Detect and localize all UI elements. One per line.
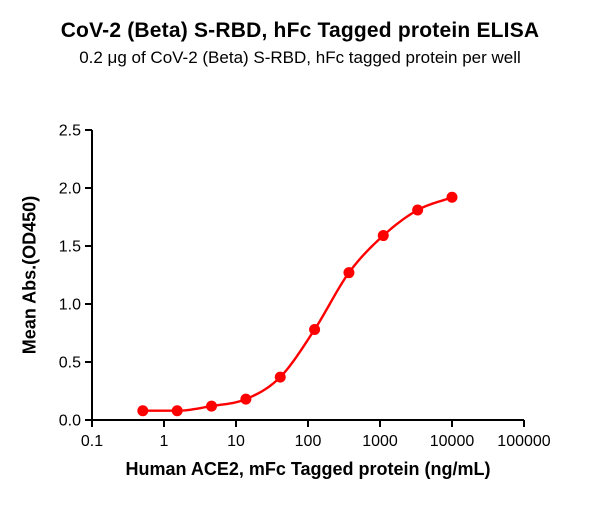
chart-subtitle: 0.2 μg of CoV-2 (Beta) S-RBD, hFc tagged… bbox=[79, 48, 521, 67]
y-tick-label: 1.0 bbox=[59, 297, 81, 314]
x-axis-label: Human ACE2, mFc Tagged protein (ng/mL) bbox=[125, 459, 491, 479]
x-tick-label: 1 bbox=[160, 433, 169, 450]
data-point bbox=[412, 204, 424, 216]
data-point bbox=[206, 400, 218, 412]
y-tick-label: 0.0 bbox=[59, 413, 81, 430]
data-point bbox=[309, 324, 321, 336]
fit-curve bbox=[142, 196, 453, 412]
data-point bbox=[137, 405, 149, 417]
data-point bbox=[343, 267, 355, 279]
chart-title: CoV-2 (Beta) S-RBD, hFc Tagged protein E… bbox=[60, 19, 540, 42]
x-tick-label: 100000 bbox=[497, 433, 550, 450]
y-tick-label: 2.0 bbox=[59, 181, 81, 198]
data-point bbox=[446, 191, 458, 203]
data-point bbox=[171, 405, 183, 417]
x-tick-label: 1000 bbox=[362, 433, 398, 450]
x-tick-label: 100 bbox=[295, 433, 322, 450]
x-tick-label: 10 bbox=[227, 433, 245, 450]
y-tick-label: 2.5 bbox=[59, 123, 81, 140]
data-point bbox=[377, 230, 389, 242]
y-tick-label: 1.5 bbox=[59, 239, 81, 256]
x-tick-label: 0.1 bbox=[81, 433, 103, 450]
data-point bbox=[274, 371, 286, 383]
y-tick-label: 0.5 bbox=[59, 355, 81, 372]
y-axis-label: Mean Abs.(OD450) bbox=[19, 195, 40, 355]
x-tick-label: 10000 bbox=[430, 433, 475, 450]
data-point bbox=[240, 393, 252, 405]
